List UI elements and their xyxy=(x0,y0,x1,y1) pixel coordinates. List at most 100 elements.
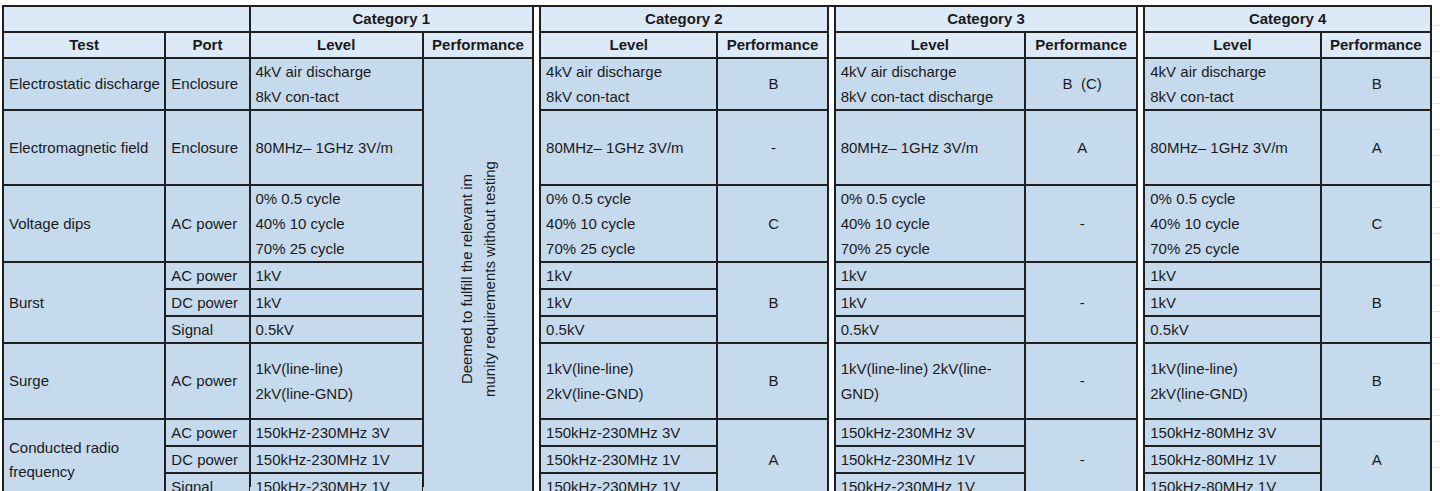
gridline-stub xyxy=(1323,487,1324,491)
performance-cell: - xyxy=(717,110,827,185)
test-cell: Electrostatic discharge xyxy=(3,58,165,110)
performance-cell: C xyxy=(1321,185,1431,262)
performance-column-header: Performance xyxy=(1321,32,1431,58)
gridline-stub xyxy=(712,487,713,491)
level-cell: 150kHz-80MHz 1V xyxy=(1144,473,1320,491)
level-column-header: Level xyxy=(250,32,423,58)
performance-cell: B xyxy=(1321,343,1431,419)
level-cell: 4kV air discharge 8kV con-tact xyxy=(250,58,423,110)
level-cell: 150kHz-230MHz 3V xyxy=(835,419,1025,446)
category-1-header: Category 1 xyxy=(250,6,534,32)
port-cell: AC power xyxy=(165,262,249,289)
category-divider xyxy=(828,6,835,491)
test-cell: Surge xyxy=(3,343,165,419)
performance-cell: A xyxy=(1321,110,1431,185)
category-divider xyxy=(533,6,540,491)
port-cell: DC power xyxy=(165,446,249,473)
level-cell: 150kHz-230MHz 1V xyxy=(540,473,717,491)
port-cell: Signal xyxy=(165,316,249,343)
spreadsheet-gridlines-right xyxy=(1433,0,1440,491)
gridline-stub xyxy=(250,487,251,491)
level-cell: 0.5kV xyxy=(250,316,423,343)
port-column-header: Port xyxy=(165,32,249,58)
level-cell: 0% 0.5 cycle 40% 10 cycle 70% 25 cycle xyxy=(540,185,717,262)
category-4-header: Category 4 xyxy=(1144,6,1431,32)
level-cell: 0% 0.5 cycle 40% 10 cycle 70% 25 cycle xyxy=(250,185,423,262)
level-cell: 80MHz– 1GHz 3V/m xyxy=(540,110,717,185)
performance-column-header: Performance xyxy=(423,32,533,58)
level-cell: 1kV xyxy=(1144,289,1320,316)
level-cell: 150kHz-230MHz 3V xyxy=(250,419,423,446)
level-cell: 4kV air discharge 8kV con-tact discharge xyxy=(835,58,1025,110)
level-cell: 1kV xyxy=(835,262,1025,289)
level-column-header: Level xyxy=(1144,32,1320,58)
category-3-header: Category 3 xyxy=(835,6,1138,32)
performance-cell: A xyxy=(1321,419,1431,491)
level-cell: 0% 0.5 cycle 40% 10 cycle 70% 25 cycle xyxy=(1144,185,1320,262)
level-cell: 0.5kV xyxy=(835,316,1025,343)
performance-cell: B xyxy=(717,262,827,343)
performance-cell: B xyxy=(717,58,827,110)
performance-column-header: Performance xyxy=(717,32,827,58)
level-cell: 150kHz-80MHz 3V xyxy=(1144,419,1320,446)
port-cell: AC power xyxy=(165,185,249,262)
level-cell: 150kHz-230MHz 1V xyxy=(250,446,423,473)
level-cell: 150kHz-230MHz 1V xyxy=(250,473,423,491)
level-cell: 150kHz-230MHz 1V xyxy=(540,446,717,473)
port-cell: DC power xyxy=(165,289,249,316)
level-cell: 0.5kV xyxy=(1144,316,1320,343)
test-cell: Voltage dips xyxy=(3,185,165,262)
port-cell: Enclosure xyxy=(165,110,249,185)
performance-column-header: Performance xyxy=(1025,32,1137,58)
performance-cell: - xyxy=(1025,419,1137,491)
performance-cell: B xyxy=(717,343,827,419)
performance-cell: B xyxy=(1321,262,1431,343)
level-cell: 150kHz-230MHz 1V xyxy=(835,446,1025,473)
level-column-header: Level xyxy=(835,32,1025,58)
level-cell: 1kV(line-line) 2kV(line-GND) xyxy=(835,343,1025,419)
performance-cell: B xyxy=(1321,58,1431,110)
gridline-stub xyxy=(166,487,167,491)
performance-cell: A xyxy=(1025,110,1137,185)
port-cell: AC power xyxy=(165,343,249,419)
performance-cell: B (C) xyxy=(1025,58,1137,110)
level-cell: 150kHz-230MHz 3V xyxy=(540,419,717,446)
port-cell: AC power xyxy=(165,419,249,446)
level-cell: 0.5kV xyxy=(540,316,717,343)
test-cell: Conducted radio frequency xyxy=(3,419,165,491)
level-cell: 1kV xyxy=(540,289,717,316)
level-cell: 1kV xyxy=(1144,262,1320,289)
performance-cell: A xyxy=(717,419,827,491)
level-cell: 1kV xyxy=(250,289,423,316)
test-cell: Electromagnetic field xyxy=(3,110,165,185)
level-cell: 4kV air discharge 8kV con-tact xyxy=(1144,58,1320,110)
performance-cell: C xyxy=(717,185,827,262)
level-cell: 1kV xyxy=(835,289,1025,316)
test-column-header: Test xyxy=(3,32,165,58)
category-divider xyxy=(1137,6,1144,491)
emc-test-table: Category 1 Category 2 Category 3 Categor… xyxy=(2,5,1432,491)
level-cell: 0% 0.5 cycle 40% 10 cycle 70% 25 cycle xyxy=(835,185,1025,262)
level-cell: 80MHz– 1GHz 3V/m xyxy=(250,110,423,185)
test-cell: Burst xyxy=(3,262,165,343)
gridline-stub xyxy=(1027,487,1028,491)
port-cell: Signal xyxy=(165,473,249,491)
level-cell: 4kV air discharge 8kV con-tact xyxy=(540,58,717,110)
category-2-header: Category 2 xyxy=(540,6,828,32)
performance-cell: - xyxy=(1025,343,1137,419)
level-cell: 80MHz– 1GHz 3V/m xyxy=(835,110,1025,185)
corner-blank-cell xyxy=(3,6,250,32)
level-cell: 1kV xyxy=(250,262,423,289)
level-cell: 80MHz– 1GHz 3V/m xyxy=(1144,110,1320,185)
rotated-note-text: Deemed to fulfill the relevant im munity… xyxy=(455,69,501,489)
level-cell: 150kHz-80MHz 1V xyxy=(1144,446,1320,473)
level-cell: 1kV(line-line) 2kV(line-GND) xyxy=(250,343,423,419)
level-column-header: Level xyxy=(540,32,717,58)
port-cell: Enclosure xyxy=(165,58,249,110)
category-1-performance-note-cell: Deemed to fulfill the relevant im munity… xyxy=(423,58,533,491)
performance-cell: - xyxy=(1025,262,1137,343)
level-cell: 150kHz-230MHz 1V xyxy=(835,473,1025,491)
level-cell: 1kV(line-line) 2kV(line-GND) xyxy=(1144,343,1320,419)
performance-cell: - xyxy=(1025,185,1137,262)
level-cell: 1kV xyxy=(540,262,717,289)
